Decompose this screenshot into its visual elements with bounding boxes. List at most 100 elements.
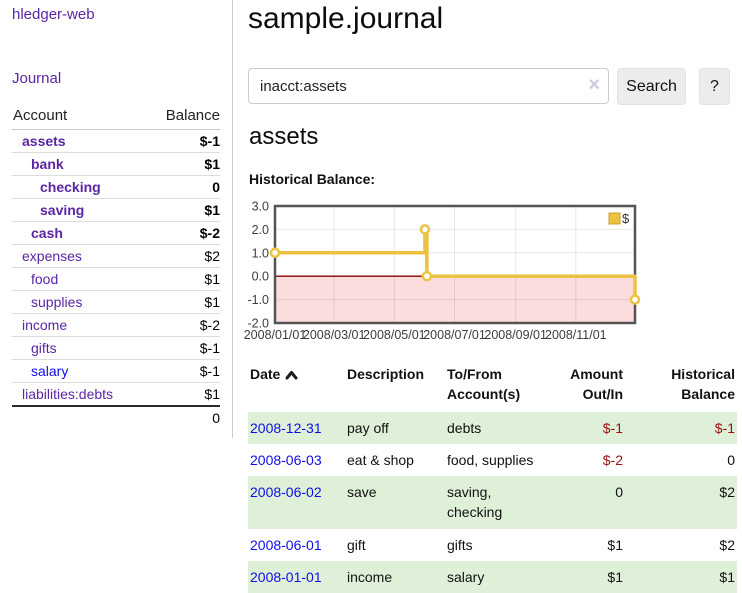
account-row: supplies $1 [12, 290, 220, 314]
transaction-description: pay off [345, 411, 445, 444]
svg-text:1.0: 1.0 [252, 246, 269, 260]
transaction-date-link[interactable]: 2008-06-02 [250, 484, 322, 501]
page-title: sample.journal [248, 2, 444, 35]
transaction-amount: $1 [607, 536, 623, 553]
transaction-amount: $-1 [545, 411, 625, 444]
account-link[interactable]: liabilities:debts [22, 386, 114, 402]
sidebar: hledger-web Journal Account Balance asse… [0, 0, 233, 438]
transaction-date-link[interactable]: 2008-06-01 [250, 536, 322, 553]
account-link[interactable]: supplies [31, 294, 83, 310]
account-table-header: Account Balance [12, 104, 220, 130]
svg-text:2.0: 2.0 [252, 223, 269, 237]
balance-column-header-register: Historical Balance [671, 366, 735, 403]
svg-text:2008/11/01: 2008/11/01 [545, 328, 607, 342]
svg-text:2008/09/01: 2008/09/01 [484, 328, 547, 342]
account-heading: assets [249, 123, 319, 150]
register-row: 2008-01-01 income salary $1 $1 [248, 561, 737, 593]
account-row: saving $1 [12, 198, 220, 222]
search-button[interactable]: Search [617, 68, 686, 105]
sort-ascending-icon [285, 365, 298, 385]
accounts-column-header: To/From Account(s) [447, 366, 521, 403]
account-row: food $1 [12, 267, 220, 291]
balance-column-header: Balance [146, 104, 220, 130]
transaction-balance: $2 [625, 476, 737, 529]
transaction-description: eat & shop [347, 451, 414, 468]
account-total: 0 [212, 410, 220, 426]
account-link[interactable]: bank [31, 156, 64, 172]
transaction-date-link[interactable]: 2008-06-03 [250, 451, 322, 468]
register-row: 2008-06-02 save saving, checking 0 $2 [248, 476, 737, 529]
account-row: liabilities:debts $1 [12, 382, 220, 407]
account-row: expenses $2 [12, 244, 220, 268]
account-link[interactable]: assets [22, 133, 66, 149]
chart-canvas: 3.0 2.0 1.0 0.0 -1.0 -2.02008/01/012008/03/01… [244, 200, 641, 342]
account-row: income $-2 [12, 313, 220, 337]
svg-text:2008/05/01: 2008/05/01 [363, 328, 426, 342]
account-row: cash $-2 [12, 221, 220, 245]
register-table: Date Description To/From Account(s) Amou… [248, 362, 737, 593]
amount-column-header: Amount Out/In [570, 366, 623, 403]
account-row: assets $-1 [12, 129, 220, 153]
historical-balance-chart: 3.0 2.0 1.0 0.0 -1.0 -2.0 2008/01/01 2008/03/01… [244, 200, 742, 350]
account-total-row: 0 [12, 406, 220, 429]
register-header-row: Date Description To/From Account(s) Amou… [248, 362, 737, 412]
sidebar-item-journal[interactable]: Journal [12, 70, 62, 87]
transaction-accounts: debts [445, 411, 545, 444]
account-balance-table: Account Balance assets $-1 bank $1 check… [12, 104, 220, 429]
clear-search-icon[interactable]: × [588, 74, 600, 96]
transaction-balance: $-1 [625, 411, 737, 444]
main-content: sample.journal × Search ? assets Histori… [244, 0, 742, 593]
account-balance: $1 [146, 198, 220, 222]
transaction-amount: $-2 [602, 451, 623, 468]
svg-text:0.0: 0.0 [252, 270, 269, 284]
transaction-amount: $1 [545, 561, 625, 593]
help-button[interactable]: ? [699, 68, 730, 105]
transaction-date-link[interactable]: 2008-12-31 [250, 419, 322, 436]
account-balance: $2 [146, 244, 220, 268]
account-link[interactable]: checking [40, 179, 101, 195]
date-column-header[interactable]: Date [248, 362, 345, 412]
svg-text:$: $ [622, 211, 630, 226]
account-balance: $1 [146, 152, 220, 176]
svg-text:-1.0: -1.0 [247, 293, 269, 307]
account-balance: $1 [146, 290, 220, 314]
account-link[interactable]: income [22, 317, 68, 333]
account-balance: $1 [146, 267, 220, 291]
transaction-description: income [345, 561, 445, 593]
account-link[interactable]: expenses [22, 248, 82, 264]
register-row: 2008-06-01 gift gifts $1 $2 [248, 529, 737, 561]
transaction-description: save [345, 476, 445, 529]
account-link[interactable]: salary [31, 363, 69, 379]
register-row: 2008-12-31 pay off debts $-1 $-1 [248, 411, 737, 444]
account-column-header: Account [12, 104, 147, 130]
account-row: salary $-1 [12, 359, 220, 383]
chart-title: Historical Balance: [249, 171, 376, 187]
account-balance: $1 [146, 382, 220, 407]
svg-text:2008/07/01: 2008/07/01 [423, 328, 486, 342]
account-link[interactable]: food [31, 271, 59, 287]
register-row: 2008-06-03 eat & shop food, supplies $-2… [248, 444, 737, 476]
svg-text:-2.0: -2.0 [247, 317, 269, 331]
transaction-date-link[interactable]: 2008-01-01 [250, 569, 322, 586]
account-link[interactable]: cash [31, 225, 63, 241]
search-input[interactable] [248, 68, 609, 104]
account-row: checking 0 [12, 175, 220, 199]
account-row: gifts $-1 [12, 336, 220, 360]
svg-text:3.0: 3.0 [252, 200, 269, 214]
app-title-link[interactable]: hledger-web [12, 6, 95, 23]
transaction-accounts: gifts [447, 536, 473, 553]
account-balance: $-1 [146, 359, 220, 383]
search-bar: × Search ? [248, 68, 742, 106]
description-column-header: Description [347, 366, 425, 382]
svg-text:2008/03/01: 2008/03/01 [303, 328, 366, 342]
transaction-accounts: saving, checking [445, 476, 545, 529]
account-link[interactable]: gifts [31, 340, 57, 356]
account-balance: $-1 [146, 336, 220, 360]
transaction-balance: $1 [625, 561, 737, 593]
account-link[interactable]: saving [40, 202, 85, 218]
account-balance: $-2 [146, 313, 220, 337]
transaction-description: gift [347, 536, 366, 553]
svg-text:2008/01/01: 2008/01/01 [244, 328, 307, 342]
transaction-balance: 0 [727, 451, 735, 468]
transaction-accounts: salary [445, 561, 545, 593]
